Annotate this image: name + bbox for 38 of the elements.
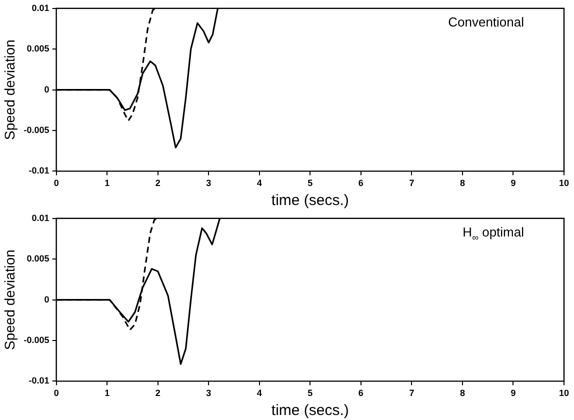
x-tick-label: 0 <box>54 388 59 398</box>
x-tick-label: 6 <box>358 178 364 188</box>
x-axis-title: time (secs.) <box>271 192 349 210</box>
x-tick-label: 0 <box>54 178 59 188</box>
x-tick-label: 9 <box>510 178 516 188</box>
x-tick-label: 4 <box>256 178 262 188</box>
x-tick-label: 2 <box>155 388 160 398</box>
x-tick-label: 10 <box>558 388 570 398</box>
x-tick-label: 10 <box>558 178 570 188</box>
x-tick-label: 7 <box>409 388 414 398</box>
annotation: H∞ optimal <box>462 224 524 242</box>
y-tick-label: 0.005 <box>26 254 50 264</box>
y-tick-label: 0 <box>44 84 50 94</box>
x-tick-label: 8 <box>460 178 465 188</box>
x-axis-title: time (secs.) <box>271 402 349 420</box>
x-tick-label: 7 <box>409 178 414 188</box>
x-tick-label: 1 <box>104 388 110 398</box>
x-tick-label: 1 <box>104 178 110 188</box>
x-tick-label: 3 <box>206 178 212 188</box>
y-tick-label: -0.005 <box>24 334 50 345</box>
x-tick-label: 6 <box>358 388 364 398</box>
y-tick-label: 0.005 <box>26 44 50 54</box>
y-tick-label: 0 <box>44 294 50 304</box>
x-tick-label: 5 <box>308 178 313 188</box>
y-axis-title: Speed deviation <box>1 250 18 350</box>
y-tick-label: -0.005 <box>24 124 50 135</box>
y-tick-label: 0.01 <box>32 2 50 13</box>
x-tick-label: 5 <box>308 388 313 398</box>
x-tick-label: 4 <box>256 388 262 398</box>
x-tick-label: 9 <box>510 388 516 398</box>
y-axis-title: Speed deviation <box>1 40 18 140</box>
x-tick-label: 8 <box>460 388 465 398</box>
annotation: Conventional <box>448 14 524 30</box>
y-tick-label: -0.01 <box>28 166 50 176</box>
y-tick-label: -0.01 <box>28 376 50 386</box>
y-tick-label: 0.01 <box>32 212 50 223</box>
x-tick-label: 2 <box>155 178 160 188</box>
x-tick-label: 3 <box>206 388 212 398</box>
